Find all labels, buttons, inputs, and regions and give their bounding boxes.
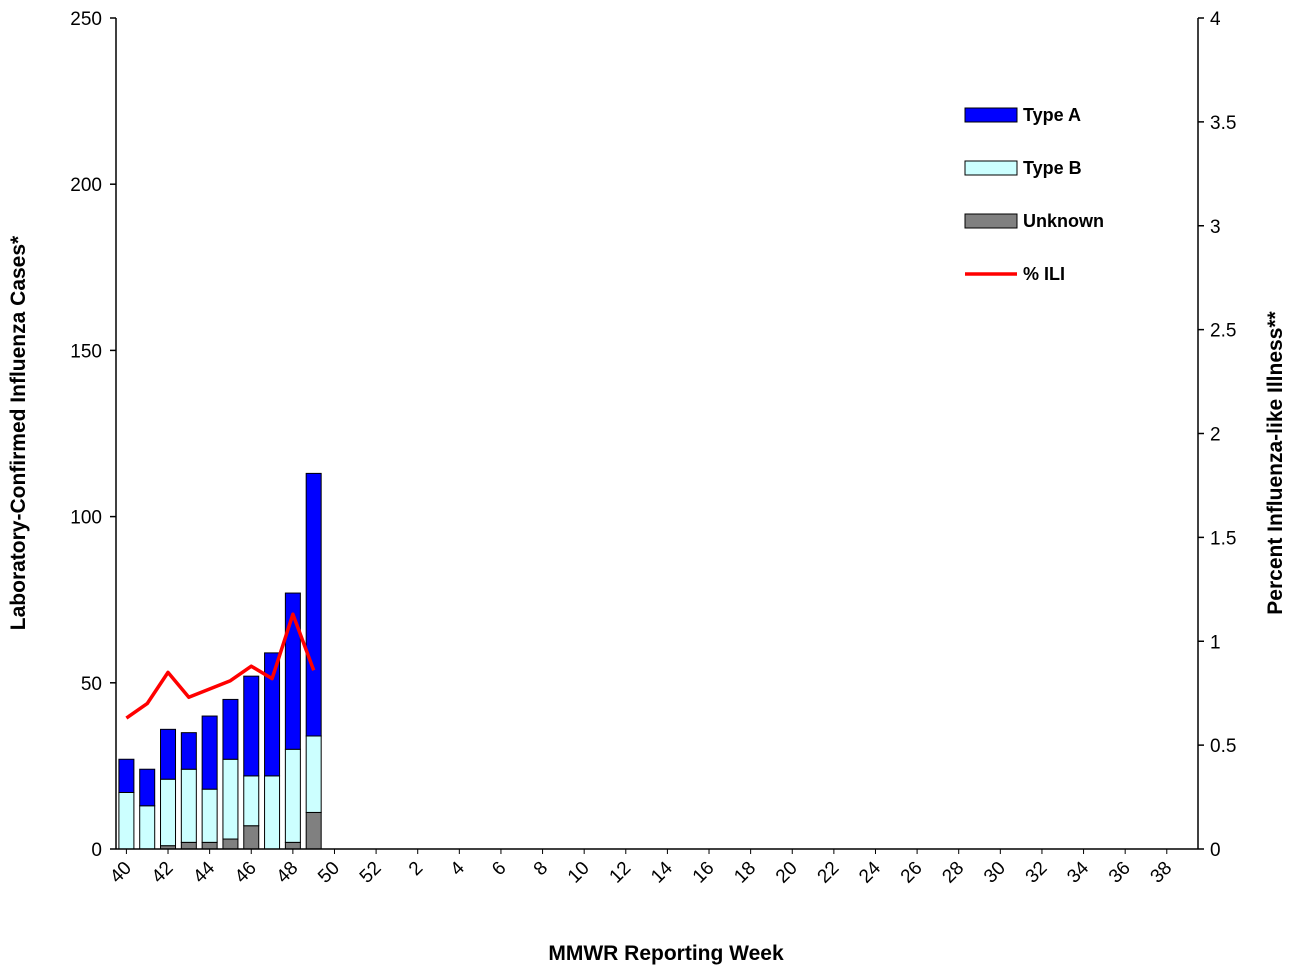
x-tick-label: 12 bbox=[606, 858, 636, 888]
x-tick-label: 40 bbox=[106, 858, 136, 888]
bar-type-a-week-49 bbox=[305, 472, 322, 737]
y-ticks-right: 0 0.5 1 1.5 2 2.5 3 3.5 4 bbox=[1198, 9, 1236, 861]
bar-type-b-week-48 bbox=[284, 748, 301, 843]
y2-tick-label: 2.5 bbox=[1210, 321, 1236, 342]
bar-type-b-week-41 bbox=[139, 805, 156, 850]
bar-type-a-week-45 bbox=[222, 698, 239, 760]
x-tick-label: 30 bbox=[980, 858, 1010, 888]
bar-type-a-week-40 bbox=[118, 758, 135, 793]
x-tick-label: 24 bbox=[855, 857, 885, 887]
ili-line-layer bbox=[125, 612, 316, 720]
x-tick-label: 42 bbox=[148, 858, 178, 888]
legend-label--ili: % ILI bbox=[1023, 264, 1065, 284]
bar-type-a-week-47 bbox=[264, 652, 281, 777]
bar-type-a-week-44 bbox=[201, 715, 218, 790]
x-tick-label: 14 bbox=[647, 857, 677, 887]
y-ticks-left: 0 50 100 150 200 250 bbox=[70, 9, 116, 861]
y-tick-label: 150 bbox=[70, 341, 102, 362]
legend-label-type-b: Type B bbox=[1023, 158, 1082, 178]
ili-line bbox=[125, 612, 316, 720]
y2-tick-label: 1.5 bbox=[1210, 528, 1236, 549]
x-tick-label: 16 bbox=[689, 858, 719, 888]
x-tick-label: 10 bbox=[564, 858, 594, 888]
y-tick-label: 250 bbox=[70, 9, 102, 30]
x-tick-label: 38 bbox=[1147, 858, 1177, 888]
y-tick-label: 50 bbox=[81, 674, 102, 695]
x-tick-label: 18 bbox=[730, 858, 760, 888]
y2-axis-title: Percent Influenza-like Illness** bbox=[1264, 310, 1287, 614]
bar-type-b-week-46 bbox=[243, 775, 260, 827]
x-tick-label: 34 bbox=[1063, 857, 1093, 887]
y2-tick-label: 0.5 bbox=[1210, 736, 1236, 757]
bar-type-a-week-41 bbox=[139, 768, 156, 807]
x-tick-label: 32 bbox=[1022, 858, 1052, 888]
x-tick-label: 8 bbox=[530, 858, 552, 880]
bar-unknown-week-45 bbox=[222, 838, 239, 850]
bar-type-b-week-43 bbox=[180, 768, 197, 843]
x-tick-label: 46 bbox=[231, 858, 261, 888]
x-tick-label: 50 bbox=[314, 858, 344, 888]
bars-layer bbox=[118, 472, 322, 850]
bar-type-a-week-43 bbox=[180, 732, 197, 770]
bar-type-a-week-46 bbox=[243, 675, 260, 777]
y2-tick-label: 0 bbox=[1210, 840, 1221, 861]
y2-tick-label: 3 bbox=[1210, 217, 1221, 238]
legend: Type A Type B Unknown % ILI bbox=[964, 105, 1104, 284]
y2-tick-label: 2 bbox=[1210, 425, 1221, 446]
bar-type-a-week-48 bbox=[284, 592, 301, 750]
bar-unknown-week-46 bbox=[243, 825, 260, 850]
bar-type-b-week-47 bbox=[264, 775, 281, 850]
bar-unknown-week-48 bbox=[284, 841, 301, 850]
y-tick-label: 0 bbox=[91, 840, 102, 861]
y-axis-title: Laboratory-Confirmed Influenza Cases* bbox=[7, 235, 30, 630]
y2-tick-label: 1 bbox=[1210, 632, 1221, 653]
bar-unknown-week-49 bbox=[305, 811, 322, 850]
x-axis-title: MMWR Reporting Week bbox=[548, 942, 784, 965]
x-tick-label: 36 bbox=[1105, 858, 1135, 888]
x-tick-label: 28 bbox=[938, 858, 968, 888]
bar-type-b-week-44 bbox=[201, 788, 218, 843]
legend-swatch-unknown bbox=[964, 213, 1018, 229]
legend-swatch-type-a bbox=[964, 107, 1018, 123]
legend-swatch-type-b bbox=[964, 160, 1018, 176]
y-tick-label: 200 bbox=[70, 175, 102, 196]
x-tick-label: 44 bbox=[189, 857, 219, 887]
x-tick-label: 2 bbox=[405, 858, 427, 880]
x-tick-label: 6 bbox=[488, 858, 510, 880]
x-tick-label: 48 bbox=[273, 858, 303, 888]
x-tick-label: 26 bbox=[897, 858, 927, 888]
x-tick-label: 52 bbox=[356, 858, 386, 888]
legend-label-type-a: Type A bbox=[1023, 105, 1081, 125]
y-tick-label: 100 bbox=[70, 508, 102, 529]
legend-label-unknown: Unknown bbox=[1023, 211, 1104, 231]
bar-unknown-week-43 bbox=[180, 841, 197, 850]
bar-type-a-week-42 bbox=[160, 728, 177, 780]
bar-type-b-week-45 bbox=[222, 758, 239, 840]
bar-type-b-week-40 bbox=[118, 791, 135, 850]
x-tick-label: 22 bbox=[814, 858, 844, 888]
bar-type-b-week-42 bbox=[160, 778, 177, 847]
x-ticks: 40 42 44 46 48 50 52 2 4 6 8 10 12 14 16 18 20 22 24 26 28 30… bbox=[106, 849, 1176, 887]
y2-tick-label: 4 bbox=[1210, 9, 1221, 30]
x-tick-label: 4 bbox=[447, 857, 470, 880]
x-tick-label: 20 bbox=[772, 858, 802, 888]
y2-tick-label: 3.5 bbox=[1210, 113, 1236, 134]
bar-type-b-week-49 bbox=[305, 735, 322, 813]
bar-unknown-week-44 bbox=[201, 841, 218, 850]
